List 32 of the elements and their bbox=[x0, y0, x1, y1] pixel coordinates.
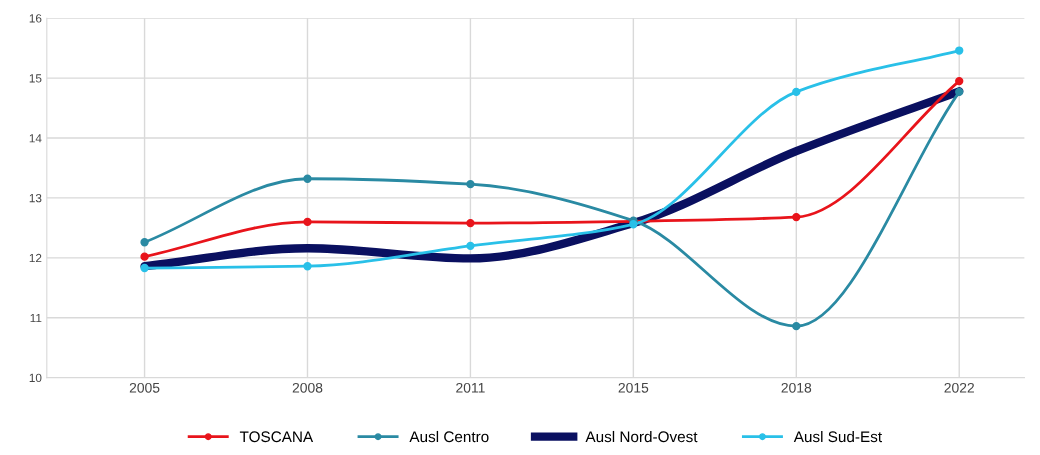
y-tick-label: 15 bbox=[29, 74, 42, 83]
x-tick-label: 2015 bbox=[618, 382, 649, 393]
point bbox=[140, 252, 149, 261]
point bbox=[140, 263, 149, 273]
x-tick-label: 2022 bbox=[944, 382, 974, 393]
y-tick-label: 12 bbox=[29, 253, 42, 263]
legend-label: TOSCANA bbox=[239, 431, 314, 443]
point bbox=[140, 238, 149, 247]
point bbox=[303, 174, 312, 183]
point bbox=[466, 179, 475, 189]
y-tick-label: 11 bbox=[30, 313, 42, 323]
point bbox=[466, 241, 475, 251]
point bbox=[955, 87, 964, 97]
legend-label: Ausl Nord-Ovest bbox=[585, 430, 698, 443]
point bbox=[955, 46, 964, 55]
point bbox=[792, 321, 801, 331]
point bbox=[955, 76, 964, 86]
x-tick-label: 2011 bbox=[456, 382, 485, 393]
y-tick-label: 16 bbox=[29, 14, 42, 23]
y-tick-label: 14 bbox=[29, 134, 42, 143]
y-tick-label: 13 bbox=[29, 193, 42, 203]
legend-label: Ausl Centro bbox=[409, 430, 489, 443]
x-tick-label: 2008 bbox=[292, 382, 323, 393]
y-tick-label: 10 bbox=[29, 373, 42, 383]
point bbox=[466, 218, 475, 228]
x-tick-label: 2018 bbox=[781, 382, 812, 393]
point bbox=[792, 212, 801, 222]
point bbox=[303, 262, 312, 271]
point bbox=[303, 217, 312, 227]
legend-label: Ausl Sud-Est bbox=[793, 430, 882, 443]
x-tick-label: 2005 bbox=[129, 382, 160, 393]
point bbox=[792, 87, 801, 97]
